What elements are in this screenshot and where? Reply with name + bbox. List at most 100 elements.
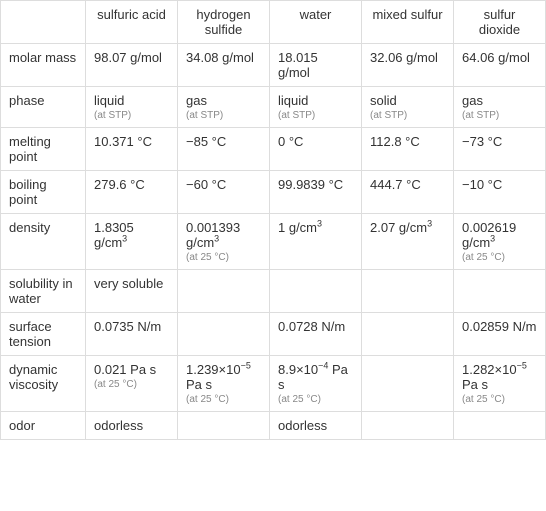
properties-table: sulfuric acid hydrogen sulfide water mix… bbox=[0, 0, 546, 440]
cell: odorless bbox=[86, 412, 178, 440]
row-header: dynamic viscosity bbox=[1, 356, 86, 412]
cell: 34.08 g/mol bbox=[178, 44, 270, 87]
cell: 99.9839 °C bbox=[270, 171, 362, 214]
table-row: phaseliquid(at STP)gas(at STP)liquid(at … bbox=[1, 87, 546, 128]
cell-value: 0.0735 N/m bbox=[94, 319, 161, 334]
cell-note: (at 25 °C) bbox=[462, 252, 537, 263]
cell: −73 °C bbox=[454, 128, 546, 171]
cell: 2.07 g/cm3 bbox=[362, 214, 454, 270]
cell-value: 99.9839 °C bbox=[278, 177, 343, 192]
cell-note: (at STP) bbox=[278, 110, 353, 121]
cell: 98.07 g/mol bbox=[86, 44, 178, 87]
cell-note: (at 25 °C) bbox=[462, 394, 537, 405]
table-row: density1.8305 g/cm30.001393 g/cm3(at 25 … bbox=[1, 214, 546, 270]
cell: 8.9×10−4 Pa s(at 25 °C) bbox=[270, 356, 362, 412]
cell-value: 0.001393 g/cm3 bbox=[186, 220, 240, 250]
table-body: molar mass 98.07 g/mol 34.08 g/mol 18.015 g… bbox=[1, 44, 546, 440]
cell: odorless bbox=[270, 412, 362, 440]
cell: gas (at STP) bbox=[454, 87, 546, 128]
cell-value: gas bbox=[462, 93, 483, 108]
cell: 1 g/cm3 bbox=[270, 214, 362, 270]
col-header: mixed sulfur bbox=[362, 1, 454, 44]
cell-value: very soluble bbox=[94, 276, 163, 291]
row-header: solubility in water bbox=[1, 270, 86, 313]
cell-value: 64.06 g/mol bbox=[462, 50, 530, 65]
cell: −85 °C bbox=[178, 128, 270, 171]
cell-value: 0.0728 N/m bbox=[278, 319, 345, 334]
cell-note: (at STP) bbox=[462, 110, 537, 121]
cell: solid (at STP) bbox=[362, 87, 454, 128]
cell-value: 10.371 °C bbox=[94, 134, 152, 149]
cell bbox=[178, 270, 270, 313]
cell bbox=[178, 412, 270, 440]
cell: 10.371 °C bbox=[86, 128, 178, 171]
cell bbox=[362, 412, 454, 440]
cell-value: 1.239×10−5 Pa s bbox=[186, 362, 251, 392]
row-header: phase bbox=[1, 87, 86, 128]
cell-value: 444.7 °C bbox=[370, 177, 421, 192]
cell: 0 °C bbox=[270, 128, 362, 171]
cell-value: 279.6 °C bbox=[94, 177, 145, 192]
cell: liquid (at STP) bbox=[270, 87, 362, 128]
cell-note: (at 25 °C) bbox=[278, 394, 353, 405]
cell: liquid(at STP) bbox=[86, 87, 178, 128]
cell-value: 1.8305 g/cm3 bbox=[94, 220, 134, 250]
cell: −10 °C bbox=[454, 171, 546, 214]
cell-value: 0.021 Pa s bbox=[94, 362, 156, 377]
cell-note: (at STP) bbox=[370, 110, 445, 121]
cell-value: 34.08 g/mol bbox=[186, 50, 254, 65]
table-row: molar mass 98.07 g/mol 34.08 g/mol 18.015 g… bbox=[1, 44, 546, 87]
cell-note: (at 25 °C) bbox=[186, 394, 261, 405]
col-header: hydrogen sulfide bbox=[178, 1, 270, 44]
cell-value: 18.015 g/mol bbox=[278, 50, 318, 80]
cell: 1.8305 g/cm3 bbox=[86, 214, 178, 270]
col-header: sulfur dioxide bbox=[454, 1, 546, 44]
cell: 0.0735 N/m bbox=[86, 313, 178, 356]
cell: −60 °C bbox=[178, 171, 270, 214]
cell-value: 0.002619 g/cm3 bbox=[462, 220, 516, 250]
row-header: melting point bbox=[1, 128, 86, 171]
cell-value: 98.07 g/mol bbox=[94, 50, 162, 65]
table-row: melting point 10.371 °C −85 °C 0 °C 112.8 °C… bbox=[1, 128, 546, 171]
cell: 444.7 °C bbox=[362, 171, 454, 214]
cell: 1.282×10−5 Pa s (at 25 °C) bbox=[454, 356, 546, 412]
cell-note: (at STP) bbox=[94, 110, 169, 121]
row-header: molar mass bbox=[1, 44, 86, 87]
table-row: dynamic viscosity0.021 Pa s(at 25 °C)1.2… bbox=[1, 356, 546, 412]
cell-value: −60 °C bbox=[186, 177, 226, 192]
cell: 32.06 g/mol bbox=[362, 44, 454, 87]
cell: 0.0728 N/m bbox=[270, 313, 362, 356]
cell-value: 1.282×10−5 Pa s bbox=[462, 362, 527, 392]
cell-value: odorless bbox=[94, 418, 143, 433]
cell-value: gas bbox=[186, 93, 207, 108]
cell bbox=[362, 356, 454, 412]
cell-value: −85 °C bbox=[186, 134, 226, 149]
cell-note: (at 25 °C) bbox=[94, 379, 169, 390]
col-header: sulfuric acid bbox=[86, 1, 178, 44]
cell bbox=[362, 270, 454, 313]
row-header: surface tension bbox=[1, 313, 86, 356]
cell: gas (at STP) bbox=[178, 87, 270, 128]
row-header: boiling point bbox=[1, 171, 86, 214]
cell bbox=[454, 412, 546, 440]
cell: 112.8 °C bbox=[362, 128, 454, 171]
table-row: boiling point 279.6 °C −60 °C 99.9839 °C 444… bbox=[1, 171, 546, 214]
cell-value: solid bbox=[370, 93, 397, 108]
cell-value: liquid bbox=[278, 93, 308, 108]
cell-value: 2.07 g/cm3 bbox=[370, 220, 432, 235]
table-row: surface tension 0.0735 N/m 0.0728 N/m 0.028… bbox=[1, 313, 546, 356]
cell: 18.015 g/mol bbox=[270, 44, 362, 87]
cell: very soluble bbox=[86, 270, 178, 313]
cell bbox=[178, 313, 270, 356]
cell-value: −10 °C bbox=[462, 177, 502, 192]
cell bbox=[454, 270, 546, 313]
table-row: odor odorless odorless bbox=[1, 412, 546, 440]
row-header: odor bbox=[1, 412, 86, 440]
corner-cell bbox=[1, 1, 86, 44]
cell-value: odorless bbox=[278, 418, 327, 433]
cell-value: 0 °C bbox=[278, 134, 303, 149]
header-row: sulfuric acid hydrogen sulfide water mix… bbox=[1, 1, 546, 44]
cell: 0.02859 N/m bbox=[454, 313, 546, 356]
cell-note: (at STP) bbox=[186, 110, 261, 121]
cell-value: 0.02859 N/m bbox=[462, 319, 536, 334]
